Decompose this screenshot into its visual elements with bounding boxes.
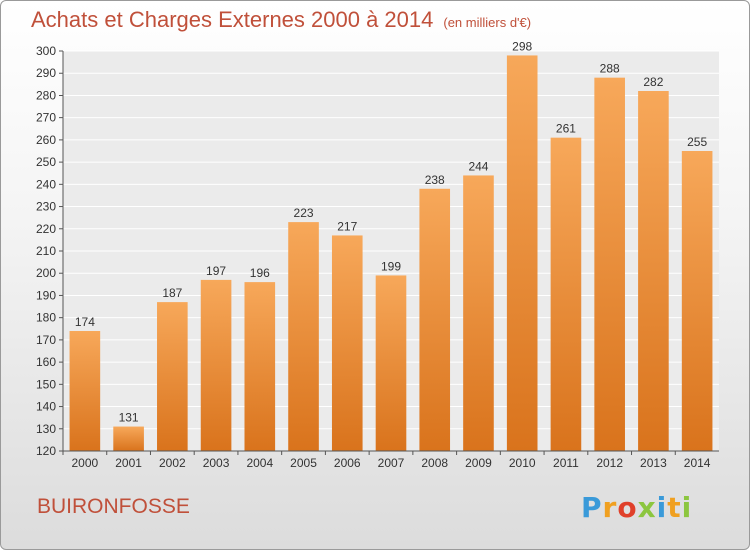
data-label-2011: 261 (556, 122, 576, 136)
data-label-2010: 298 (512, 39, 532, 53)
y-tick-label: 260 (36, 133, 56, 147)
y-tick-label: 200 (36, 266, 56, 280)
data-label-2007: 199 (381, 259, 401, 273)
x-tick-label-2013: 2013 (640, 456, 667, 470)
y-tick-label: 140 (36, 400, 56, 414)
bar-2009 (463, 175, 494, 451)
x-tick-label-2009: 2009 (465, 456, 492, 470)
y-tick-label: 160 (36, 355, 56, 369)
data-label-2004: 196 (250, 266, 270, 280)
data-label-2008: 238 (425, 173, 445, 187)
proxiti-logo: Proxiti (581, 491, 692, 524)
logo-letter: x (637, 491, 657, 524)
x-tick-label-2011: 2011 (553, 456, 579, 470)
y-tick-label: 130 (36, 422, 56, 436)
data-label-2001: 131 (119, 411, 139, 425)
logo-letter: t (667, 491, 682, 524)
bar-2012 (594, 77, 625, 452)
logo-letter: r (602, 491, 618, 524)
chart-subtitle: (en milliers d'€) (443, 15, 532, 30)
bar-2005 (288, 222, 319, 451)
logo-letter: P (581, 491, 603, 524)
data-label-2013: 282 (643, 75, 663, 89)
bar-2003 (200, 279, 232, 451)
y-tick-label: 240 (36, 177, 56, 191)
x-tick-label-2002: 2002 (159, 456, 186, 470)
data-label-2006: 217 (337, 219, 357, 233)
data-label-2012: 288 (600, 62, 620, 76)
bar-2000 (69, 331, 101, 451)
x-tick-label-2012: 2012 (596, 456, 623, 470)
y-tick-label: 280 (36, 88, 56, 102)
x-tick-label-2005: 2005 (290, 456, 317, 470)
x-tick-label-2006: 2006 (334, 456, 361, 470)
chart-title: Achats et Charges Externes 2000 à 2014 (e… (31, 7, 531, 33)
data-label-2009: 244 (468, 159, 488, 173)
x-tick-label-2001: 2001 (115, 456, 142, 470)
bar-2004 (244, 282, 276, 451)
y-tick-label: 250 (36, 155, 56, 169)
bar-2001 (113, 426, 144, 451)
x-tick-label-2014: 2014 (684, 456, 711, 470)
y-tick-label: 210 (36, 244, 56, 258)
bar-2014 (681, 151, 713, 451)
y-tick-label: 220 (36, 222, 56, 236)
bar-2013 (638, 91, 669, 451)
y-tick-label: 230 (36, 200, 56, 214)
bar-2010 (506, 55, 538, 451)
y-tick-label: 120 (36, 444, 56, 458)
y-tick-label: 270 (36, 111, 56, 125)
x-tick-label-2008: 2008 (421, 456, 448, 470)
bar-2002 (157, 302, 188, 451)
data-label-2000: 174 (75, 315, 95, 329)
bar-2008 (419, 188, 451, 451)
bar-2011 (550, 137, 582, 451)
bar-2007 (375, 275, 407, 451)
data-label-2002: 187 (162, 286, 182, 300)
x-tick-label-2000: 2000 (72, 456, 99, 470)
y-tick-label: 300 (36, 44, 56, 58)
y-tick-label: 170 (36, 333, 56, 347)
y-tick-label: 190 (36, 288, 56, 302)
y-tick-label: 290 (36, 66, 56, 80)
logo-letter: i (656, 491, 668, 524)
y-tick-label: 150 (36, 377, 56, 391)
bar-2006 (331, 235, 363, 451)
x-tick-label-2010: 2010 (509, 456, 536, 470)
bar-chart: 174 131 187 197 196 223 217 199 238 244 298 261 288 2… (36, 39, 719, 470)
x-tick-label-2003: 2003 (203, 456, 230, 470)
data-label-2005: 223 (294, 206, 314, 220)
y-tick-label: 180 (36, 311, 56, 325)
logo-letter: i (681, 491, 693, 524)
data-label-2003: 197 (206, 264, 226, 278)
chart-title-text: Achats et Charges Externes 2000 à 2014 (31, 7, 434, 32)
x-tick-label-2007: 2007 (378, 456, 405, 470)
x-tick-label-2004: 2004 (246, 456, 273, 470)
commune-name: BUIRONFOSSE (37, 495, 190, 518)
data-label-2014: 255 (687, 135, 707, 149)
logo-letter: o (617, 491, 638, 524)
